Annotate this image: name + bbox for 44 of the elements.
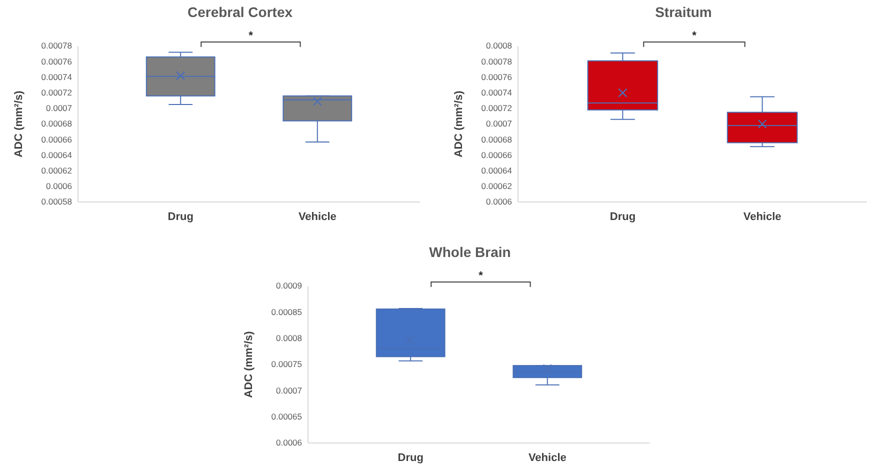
x-tick-label: Drug <box>398 452 424 464</box>
text: * <box>478 270 484 282</box>
x-tick-label: Drug <box>610 210 636 223</box>
y-tick-label: 0.00076 <box>41 56 72 66</box>
y-tick-label: 0.00068 <box>481 134 512 144</box>
y-tick-label: 0.0007 <box>276 385 302 396</box>
x-tick-label: Drug <box>168 210 194 223</box>
x-tick-label: Vehicle <box>298 210 336 223</box>
chart-title: Whole Brain <box>429 244 511 260</box>
y-tick-label: 0.00074 <box>41 72 72 82</box>
y-tick-label: 0.00078 <box>41 40 72 51</box>
y-tick-label: 0.00078 <box>481 56 512 66</box>
y-tick-label: 0.0006 <box>46 181 72 192</box>
text: * <box>248 30 254 42</box>
y-tick-label: 0.0008 <box>486 40 512 51</box>
y-tick-label: 0.0006 <box>276 438 302 448</box>
y-axis-title: ADC (mm²/s) <box>453 90 465 158</box>
chart-title: Cerebral Cortex <box>187 4 293 20</box>
y-tick-label: 0.00065 <box>271 412 302 422</box>
y-tick-label: 0.00064 <box>481 166 512 176</box>
x-tick-label: Vehicle <box>528 452 566 464</box>
y-axis-title: ADC (mm²/s) <box>243 330 255 398</box>
y-tick-label: 0.00076 <box>481 72 512 82</box>
y-tick-label: 0.00072 <box>481 103 512 114</box>
y-tick-label: 0.00072 <box>41 88 72 98</box>
y-tick-label: 0.00074 <box>481 88 512 98</box>
x-tick-label: Vehicle <box>743 210 782 223</box>
y-tick-label: 0.0006 <box>486 196 512 207</box>
y-tick-label: 0.00068 <box>41 118 72 129</box>
y-tick-label: 0.0007 <box>486 118 512 129</box>
y-tick-label: 0.0008 <box>276 333 302 344</box>
y-tick-label: 0.00062 <box>41 166 72 176</box>
y-tick-label: 0.00062 <box>481 181 512 192</box>
y-tick-label: 0.00075 <box>271 359 302 370</box>
y-tick-label: 0.0009 <box>276 280 302 291</box>
text: * <box>692 30 698 42</box>
y-tick-label: 0.00085 <box>271 306 302 317</box>
y-tick-label: 0.00066 <box>41 134 72 144</box>
y-tick-label: 0.00064 <box>41 150 72 160</box>
y-tick-label: 0.00058 <box>41 196 72 207</box>
y-tick-label: 0.0007 <box>46 103 72 114</box>
y-axis-title: ADC (mm²/s) <box>13 90 25 158</box>
y-tick-label: 0.00066 <box>481 150 512 160</box>
chart-title: Straitum <box>655 4 712 20</box>
